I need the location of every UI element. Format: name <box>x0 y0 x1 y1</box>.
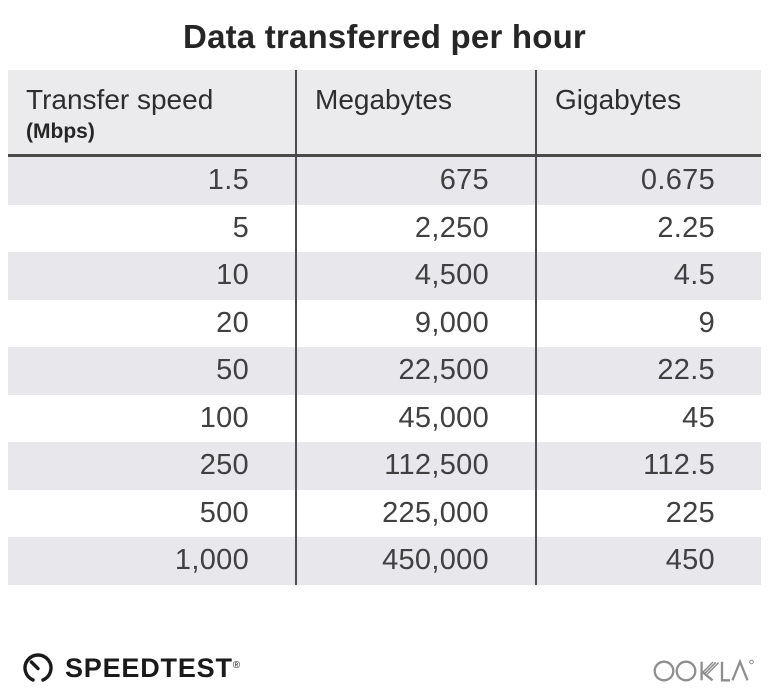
table-row: 20 9,000 9 <box>8 299 761 347</box>
cell-gigabytes: 22.5 <box>657 354 715 387</box>
footer: SPEEDTEST® <box>0 650 769 686</box>
registered-trademark: ® <box>232 660 241 671</box>
cell-speed: 500 <box>8 489 297 537</box>
cell-megabytes: 225,000 <box>297 489 537 537</box>
speedtest-wordmark: SPEEDTEST® <box>65 651 241 685</box>
cell-gigabytes: 225 <box>665 496 715 529</box>
cell-speed: 20 <box>8 299 297 347</box>
cell-megabytes: 4,500 <box>297 252 537 300</box>
header-gigabytes: Gigabytes <box>537 70 761 154</box>
speedtest-gauge-icon <box>23 653 53 682</box>
cell-megabytes: 112,500 <box>297 442 537 490</box>
header-transfer-speed-label: Transfer speed <box>26 84 214 115</box>
cell-megabytes: 2,250 <box>297 204 537 252</box>
cell-gigabytes: 450 <box>665 544 715 577</box>
header-transfer-speed: Transfer speed (Mbps) <box>8 70 297 154</box>
table-header-row: Transfer speed (Mbps) Megabytes Gigabyte… <box>8 70 761 157</box>
cell-speed: 5 <box>8 204 297 252</box>
table-row: 250 112,500 112.5 <box>8 442 761 490</box>
cell-megabytes: 450,000 <box>297 537 537 585</box>
cell-gigabytes: 112.5 <box>643 449 715 482</box>
speedtest-label: SPEEDTEST <box>65 653 233 683</box>
cell-megabytes: 675 <box>297 157 537 205</box>
cell-gigabytes: 45 <box>682 401 715 434</box>
speedtest-logo: SPEEDTEST® <box>20 650 241 686</box>
cell-speed: 100 <box>8 394 297 442</box>
cell-speed: 250 <box>8 442 297 490</box>
table-row: 500 225,000 225 <box>8 489 761 537</box>
data-table: Transfer speed (Mbps) Megabytes Gigabyte… <box>8 70 761 585</box>
cell-megabytes: 9,000 <box>297 299 537 347</box>
table-row: 5 2,250 2.25 <box>8 204 761 252</box>
cell-speed: 1,000 <box>8 537 297 585</box>
header-megabytes-label: Megabytes <box>315 84 452 115</box>
table-row: 1.5 675 0.675 <box>8 157 761 205</box>
header-megabytes: Megabytes <box>297 70 537 154</box>
table-row: 10 4,500 4.5 <box>8 252 761 300</box>
header-transfer-speed-unit: (Mbps) <box>26 120 95 143</box>
page-title: Data transferred per hour <box>183 18 586 55</box>
cell-megabytes: 22,500 <box>297 347 537 395</box>
header-gigabytes-label: Gigabytes <box>555 84 682 115</box>
cell-speed: 1.5 <box>8 157 297 205</box>
cell-speed: 10 <box>8 252 297 300</box>
cell-megabytes: 45,000 <box>297 394 537 442</box>
table-row: 100 45,000 45 <box>8 394 761 442</box>
ookla-logo <box>653 658 754 682</box>
cell-gigabytes: 4.5 <box>673 259 715 292</box>
cell-gigabytes: 2.25 <box>657 211 715 244</box>
cell-gigabytes: 9 <box>698 306 715 339</box>
table-row: 50 22,500 22.5 <box>8 347 761 395</box>
cell-gigabytes: 0.675 <box>640 164 715 197</box>
table-row: 1,000 450,000 450 <box>8 537 761 585</box>
cell-speed: 50 <box>8 347 297 395</box>
